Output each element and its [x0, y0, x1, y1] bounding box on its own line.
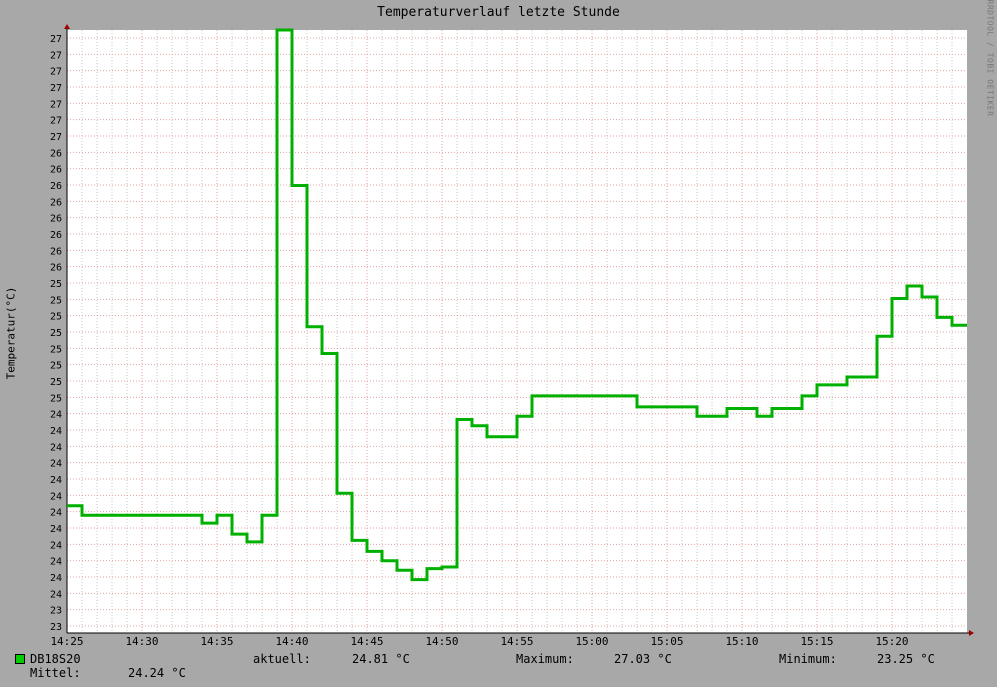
y-tick-label: 23 — [50, 622, 62, 633]
y-tick-label: 24 — [50, 491, 62, 502]
y-tick-label: 24 — [50, 508, 62, 519]
y-tick-label: 25 — [50, 328, 62, 339]
y-tick-label: 25 — [50, 393, 62, 404]
y-tick-label: 27 — [50, 116, 62, 127]
legend-avg-label: Mittel: — [30, 666, 81, 680]
y-tick-label: 24 — [50, 573, 62, 584]
y-tick-label: 25 — [50, 361, 62, 372]
y-tick-label: 24 — [50, 557, 62, 568]
y-tick-label: 23 — [50, 606, 62, 617]
y-tick-label: 25 — [50, 295, 62, 306]
y-axis-arrow — [64, 24, 70, 29]
y-tick-label: 27 — [50, 67, 62, 78]
y-tick-label: 24 — [50, 442, 62, 453]
y-tick-label: 26 — [50, 263, 62, 274]
y-tick-label: 26 — [50, 181, 62, 192]
y-tick-label: 25 — [50, 312, 62, 323]
y-tick-label: 26 — [50, 246, 62, 257]
x-tick-label: 14:35 — [200, 635, 233, 648]
y-tick-label: 25 — [50, 344, 62, 355]
y-tick-label: 24 — [50, 426, 62, 437]
y-tick-label: 24 — [50, 410, 62, 421]
legend-current-label: aktuell: — [253, 652, 311, 666]
x-tick-label: 15:00 — [575, 635, 608, 648]
y-tick-label: 27 — [50, 34, 62, 45]
legend-min-value: 23.25 °C — [877, 652, 935, 666]
y-axis-label: Temperatur(°C) — [4, 286, 18, 380]
legend-avg-value: 24.24 °C — [128, 666, 186, 680]
legend-min-label: Minimum: — [779, 652, 837, 666]
y-tick-label: 27 — [50, 99, 62, 110]
y-tick-label: 26 — [50, 230, 62, 241]
x-tick-label: 15:10 — [725, 635, 758, 648]
y-tick-label: 24 — [50, 540, 62, 551]
legend-max-label: Maximum: — [516, 652, 574, 666]
y-tick-label: 27 — [50, 50, 62, 61]
y-tick-label: 27 — [50, 83, 62, 94]
chart-title: Temperaturverlauf letzte Stunde — [377, 5, 620, 20]
x-axis-arrow — [969, 630, 974, 636]
x-tick-label: 14:55 — [500, 635, 533, 648]
y-tick-label: 27 — [50, 132, 62, 143]
y-tick-label: 24 — [50, 475, 62, 486]
legend-current-value: 24.81 °C — [352, 652, 410, 666]
legend-series-name: DB18S20 — [30, 652, 81, 666]
y-tick-label: 24 — [50, 589, 62, 600]
y-tick-label: 26 — [50, 197, 62, 208]
x-tick-label: 15:20 — [875, 635, 908, 648]
x-tick-label: 14:30 — [125, 635, 158, 648]
x-tick-label: 15:15 — [800, 635, 833, 648]
y-tick-label: 26 — [50, 148, 62, 159]
y-tick-label: 24 — [50, 459, 62, 470]
series-line — [67, 28, 967, 582]
y-tick-label: 25 — [50, 377, 62, 388]
y-tick-label: 24 — [50, 524, 62, 535]
y-tick-label: 26 — [50, 165, 62, 176]
watermark: RRDTOOL / TOBI OETIKER — [985, 0, 995, 117]
x-tick-label: 15:05 — [650, 635, 683, 648]
x-tick-label: 14:45 — [350, 635, 383, 648]
x-tick-label: 14:40 — [275, 635, 308, 648]
legend-swatch — [15, 654, 25, 664]
y-tick-label: 25 — [50, 279, 62, 290]
legend-max-value: 27.03 °C — [614, 652, 672, 666]
x-tick-label: 14:50 — [425, 635, 458, 648]
x-tick-label: 14:25 — [50, 635, 83, 648]
y-tick-label: 26 — [50, 214, 62, 225]
